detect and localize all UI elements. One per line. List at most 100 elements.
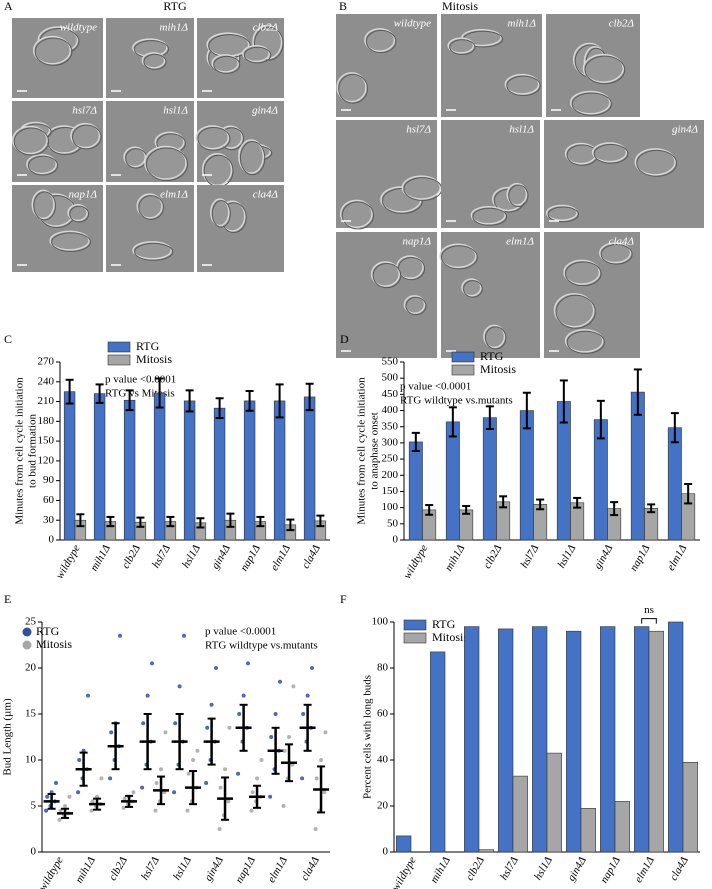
x-tick-label: hsl1Δ	[171, 855, 194, 882]
y-tick-label: 0	[49, 534, 55, 546]
y-tick-label: 200	[382, 469, 399, 481]
cell	[26, 153, 57, 175]
data-point	[77, 758, 82, 762]
data-point	[186, 771, 191, 776]
strain-label: wildtype	[394, 18, 431, 30]
y-tick-label: 15	[25, 708, 37, 720]
cell	[439, 243, 477, 269]
x-tick-label: clb2Δ	[481, 543, 504, 571]
data-point	[236, 771, 241, 776]
y-axis-label: to anaphase onset	[369, 412, 381, 490]
data-point	[63, 804, 68, 808]
error-bar	[316, 514, 325, 528]
legend-swatch	[107, 341, 131, 353]
bar	[445, 421, 460, 541]
data-point	[172, 790, 177, 795]
error-bar	[596, 399, 605, 440]
cell	[31, 189, 55, 220]
data-point	[90, 799, 95, 804]
bar	[303, 396, 316, 541]
cell-shadow	[213, 55, 241, 74]
y-tick-label: 0	[383, 846, 389, 858]
cell-shadow	[365, 29, 397, 54]
cell-shadow	[34, 37, 73, 66]
error-bar	[196, 517, 205, 529]
cell-shadow	[197, 126, 231, 151]
bar	[430, 651, 446, 853]
data-point	[278, 679, 282, 684]
cell-shadow	[143, 53, 167, 70]
bar	[478, 849, 494, 853]
cell	[553, 293, 595, 328]
cell-shadow	[564, 261, 602, 287]
data-point	[118, 633, 122, 638]
cell-shadow	[13, 127, 50, 156]
bar	[532, 626, 548, 853]
x-tick-label: hsl1Δ	[180, 543, 203, 570]
x-tick-label: gin4Δ	[202, 855, 225, 884]
strain-label: elm1Δ	[506, 236, 534, 248]
data-point	[300, 776, 305, 781]
cell-shadow	[566, 330, 605, 354]
micrograph: clb2Δ	[546, 14, 640, 117]
x-tick-label: hsl7Δ	[139, 855, 162, 882]
y-tick-label: 500	[382, 372, 399, 384]
panel-title: RTG	[163, 0, 187, 13]
cell	[564, 328, 604, 353]
cell	[401, 175, 441, 200]
error-bar	[499, 495, 508, 509]
data-point	[310, 666, 314, 670]
y-tick-label: 20	[377, 800, 389, 812]
y-tick-label: 80	[377, 662, 389, 674]
cell	[132, 241, 173, 260]
error-bar	[573, 496, 582, 509]
legend-swatch	[107, 354, 131, 366]
cell-shadow	[600, 243, 633, 265]
x-tick-label: clb2Δ	[464, 855, 487, 883]
x-tick-label: cla4Δ	[299, 855, 322, 883]
bar	[213, 407, 226, 541]
panel-letter: D	[340, 332, 349, 346]
data-point	[122, 796, 127, 801]
x-tick-label: hsl7Δ	[150, 543, 173, 570]
bar	[682, 761, 698, 853]
cell	[11, 125, 48, 155]
data-point	[163, 730, 168, 735]
y-tick-label: 0	[393, 534, 399, 546]
error-bar	[536, 498, 545, 511]
x-tick-label: elm1Δ	[665, 543, 689, 573]
cell	[364, 28, 396, 52]
cell-shadow	[472, 207, 508, 226]
cell-shadow	[243, 46, 272, 64]
data-point	[268, 794, 273, 799]
cell	[70, 122, 101, 149]
cell	[144, 145, 187, 180]
y-tick-label: 180	[38, 415, 55, 427]
data-point	[314, 776, 319, 781]
y-tick-label: 210	[38, 395, 55, 407]
x-tick-label: hsl7Δ	[518, 543, 541, 570]
cell	[545, 204, 578, 221]
legend-label: RTG	[432, 617, 456, 631]
x-tick-label: nap1Δ	[238, 543, 263, 574]
data-point	[323, 730, 328, 735]
y-tick-label: 150	[382, 485, 399, 497]
strain-label: hsl1Δ	[509, 124, 534, 136]
bar	[408, 441, 423, 541]
micrograph-background	[197, 185, 284, 272]
cell-shadow	[506, 75, 541, 97]
data-point	[54, 781, 58, 785]
cell	[582, 53, 624, 83]
panel-letter: A	[4, 0, 13, 13]
data-point	[57, 817, 62, 822]
strain-label: elm1Δ	[160, 189, 188, 201]
cell	[211, 54, 239, 73]
cell	[569, 90, 611, 115]
cell	[470, 205, 506, 225]
cell-shadow	[584, 55, 626, 85]
annotation: RTG wildtype vs.mutants	[205, 640, 318, 652]
error-bar	[670, 412, 679, 444]
data-point	[44, 808, 49, 813]
legend-label: RTG	[480, 349, 504, 363]
error-bar	[633, 368, 642, 416]
